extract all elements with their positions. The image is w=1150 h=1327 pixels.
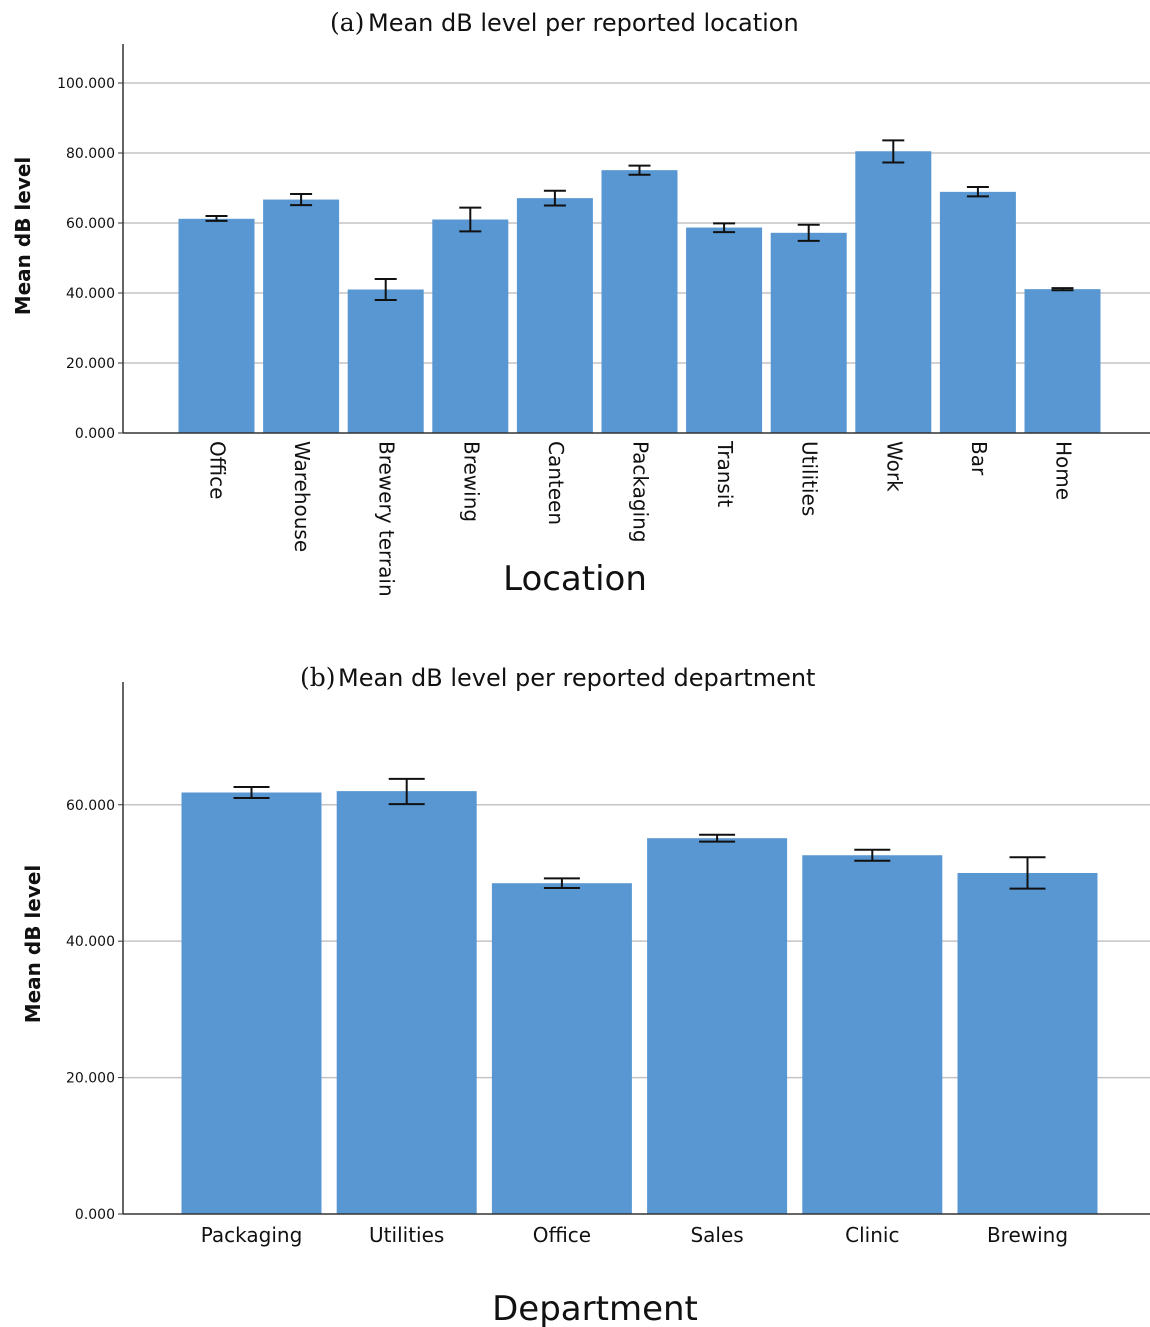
panel-a-letter: (a) — [330, 8, 364, 37]
bar-packaging — [601, 170, 678, 433]
bar-utilities — [336, 791, 477, 1214]
x-tick-label: Transit — [713, 440, 737, 507]
bar-utilities — [770, 232, 847, 433]
error-bar — [628, 164, 651, 176]
x-tick-label: Bar — [967, 441, 991, 476]
bar-canteen — [516, 198, 593, 433]
x-tick-label: Utilities — [798, 441, 822, 516]
bar-transit — [686, 227, 763, 433]
error-bar — [699, 833, 736, 843]
chart-location: (a) Mean dB level per reported location … — [11, 8, 1150, 599]
bar-office — [178, 218, 255, 433]
error-bar — [290, 192, 313, 207]
bar-brewing — [432, 219, 509, 433]
error-bar — [543, 189, 566, 207]
bar-office — [491, 883, 632, 1214]
chart-a-y-axis-label: Mean dB level — [11, 157, 35, 316]
error-bar — [713, 222, 736, 234]
bar-packaging — [181, 792, 322, 1214]
error-bar — [1009, 856, 1046, 890]
y-tick-label: 20.000 — [66, 1071, 115, 1087]
y-tick-label: 20.000 — [66, 356, 115, 372]
x-tick-label: Work — [882, 441, 906, 492]
y-tick-label: 0.000 — [75, 426, 115, 442]
bar-bar — [939, 191, 1016, 433]
error-bar — [205, 215, 228, 222]
y-tick-label: 60.000 — [66, 798, 115, 814]
x-tick-label: Packaging — [201, 1223, 303, 1247]
error-bar — [233, 786, 270, 799]
x-tick-label: Sales — [690, 1223, 743, 1247]
bar-clinic — [802, 855, 943, 1214]
x-tick-label: Brewery terrain — [375, 441, 399, 597]
panel-b-letter: (b) — [300, 663, 336, 692]
x-tick-label: Warehouse — [290, 441, 314, 552]
bar-brewery-terrain — [347, 289, 424, 433]
bar-home — [1024, 289, 1101, 433]
chart-a-title: Mean dB level per reported location — [368, 9, 799, 37]
x-tick-label: Brewing — [987, 1223, 1068, 1247]
x-tick-label: Packaging — [629, 441, 653, 543]
error-bar — [882, 139, 905, 164]
y-tick-label: 40.000 — [66, 286, 115, 302]
error-bar — [459, 206, 482, 233]
y-tick-label: 0.000 — [75, 1207, 115, 1223]
x-tick-label: Office — [533, 1223, 591, 1247]
error-bar — [854, 848, 891, 862]
bar-sales — [647, 838, 788, 1214]
chart-a-x-axis-label: Location — [503, 559, 647, 599]
y-tick-label: 80.000 — [66, 146, 115, 162]
y-tick-label: 100.000 — [57, 76, 115, 92]
bar-work — [855, 151, 932, 433]
chart-b-x-axis-label: Department — [492, 1289, 698, 1327]
x-tick-label: Brewing — [459, 441, 483, 522]
y-tick-label: 60.000 — [66, 216, 115, 232]
chart-b-y-axis-label: Mean dB level — [21, 865, 45, 1024]
chart-b-title: Mean dB level per reported department — [338, 664, 815, 692]
x-tick-label: Canteen — [544, 441, 568, 525]
chart-department: (b) Mean dB level per reported departmen… — [21, 663, 1150, 1327]
x-tick-label: Office — [206, 441, 230, 499]
x-tick-label: Clinic — [845, 1223, 899, 1247]
y-tick-label: 40.000 — [66, 934, 115, 950]
x-tick-label: Utilities — [369, 1223, 444, 1247]
error-bar — [388, 777, 425, 806]
error-bar — [543, 877, 580, 889]
error-bar — [797, 223, 820, 242]
x-tick-label: Home — [1052, 441, 1076, 500]
error-bar — [374, 278, 397, 301]
error-bar — [1051, 287, 1074, 292]
error-bar — [966, 185, 989, 198]
bar-brewing — [957, 872, 1098, 1214]
bar-warehouse — [263, 199, 340, 433]
